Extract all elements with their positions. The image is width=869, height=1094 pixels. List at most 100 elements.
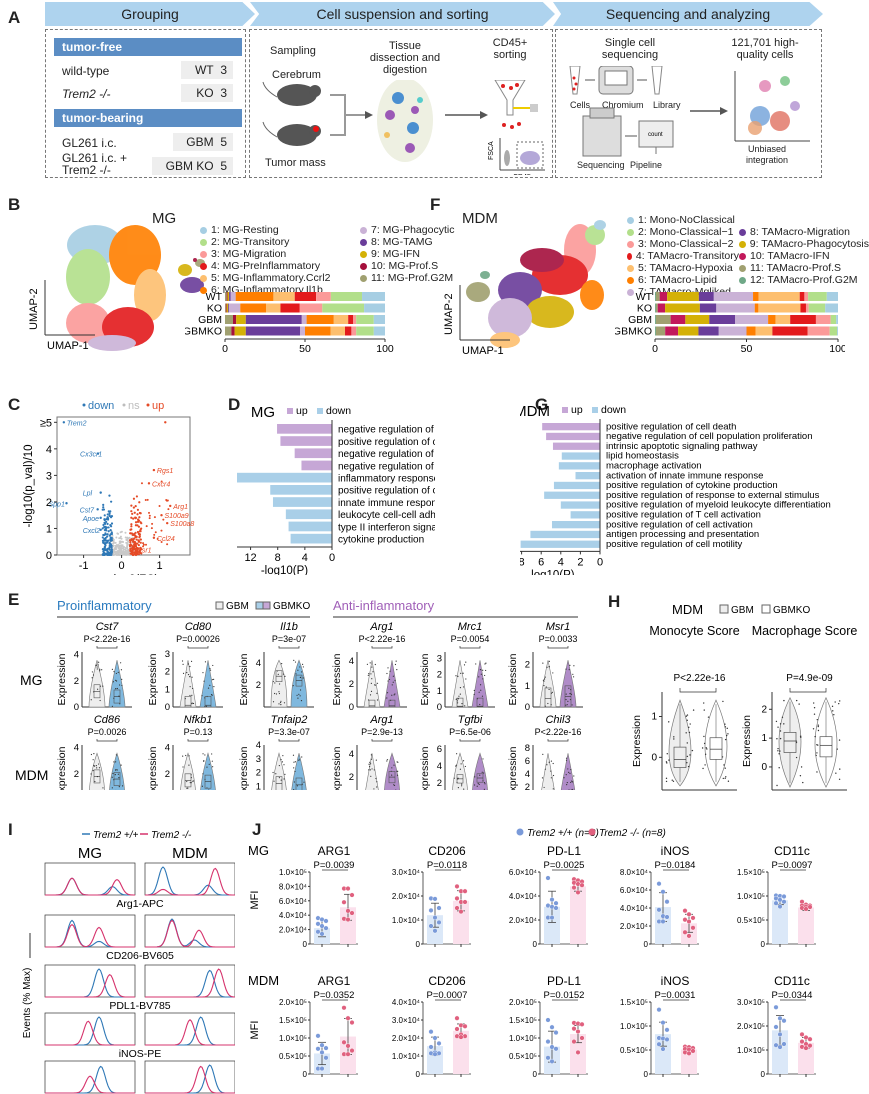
x-tick-label: -1 (79, 560, 89, 572)
x-tick-label: 8 (275, 552, 281, 564)
violin-shape (471, 660, 489, 708)
library-label: Library (653, 100, 681, 110)
box (388, 699, 396, 708)
significance-bracket (187, 739, 209, 742)
jitter-point (299, 666, 301, 668)
jitter-point (296, 694, 298, 696)
legend-item: 10: MG-Prof.S (360, 260, 480, 272)
legend-label: 9: MG-IFN (371, 248, 420, 260)
jitter-point (480, 673, 482, 675)
stack-segment (698, 326, 719, 336)
y-tick-label: 0 (761, 762, 767, 773)
up-point (139, 521, 142, 524)
legend-mdm-clusters: 1: Mono-NoClassical 2: Mono-Classical−1 3:… (627, 214, 869, 298)
up-point (136, 542, 139, 545)
jitter-point (482, 678, 484, 680)
p-value-label: P=0.0031 (655, 990, 696, 1001)
y-axis-label: Expression (419, 653, 431, 705)
data-point (349, 892, 355, 898)
marker-title: PD-L1 (547, 844, 581, 858)
jitter-point (191, 687, 194, 690)
violin-shape (108, 660, 126, 708)
umap-mdm-axes: UMAP-2 UMAP-1 (443, 285, 510, 355)
stack-segment (228, 303, 230, 313)
category-label: KO (207, 303, 222, 315)
legend-dot-icon (200, 286, 207, 294)
jitter-point (115, 680, 118, 682)
down-point (107, 530, 110, 533)
jitter-point (573, 775, 575, 777)
ns-point (119, 535, 122, 538)
jitter-point (120, 669, 123, 671)
violin-shape (199, 660, 217, 708)
jitter-point (119, 703, 121, 705)
legend-label: 1: Mono-NoClassical (638, 214, 735, 226)
y-tick-label: 1.0×10⁴ (392, 1052, 421, 1061)
p-value-label: P=0.0039 (314, 860, 355, 871)
jitter-point (839, 700, 841, 702)
data-point (807, 1043, 813, 1049)
gene-title: Chil3 (545, 714, 571, 726)
jitter-point (665, 777, 668, 780)
stack-segment (306, 315, 334, 324)
y-tick-label: 2.0×10⁴ (392, 1034, 421, 1043)
stack-segment (836, 315, 838, 324)
umap-mg-y-label: UMAP-2 (28, 288, 40, 330)
y-tick-label: 2 (525, 782, 530, 790)
jitter-point (370, 775, 372, 777)
x-tick-label: 8 (520, 556, 525, 568)
jitter-point (688, 726, 690, 729)
jitter-point (482, 758, 484, 760)
up-point (166, 543, 169, 546)
up-point (144, 499, 147, 502)
p-value-label: P=0.0152 (544, 990, 585, 1001)
umap-mdm-x-label: UMAP-1 (462, 345, 504, 355)
violin-shape (559, 660, 577, 708)
jitter-point (481, 695, 484, 697)
gene-label: Arg1 (172, 504, 188, 511)
jitter-point (815, 754, 817, 757)
labeled-point (99, 516, 102, 520)
panel-label-d: D (228, 395, 241, 414)
jitter-point (95, 765, 97, 767)
gene-label: Cxcl2 (83, 528, 101, 535)
jitter-point (777, 726, 779, 728)
jitter-point (203, 680, 205, 682)
mean-bar (570, 886, 586, 944)
stack-segment (301, 315, 307, 324)
legend-label: Trem2 +/+ (n=8) (527, 828, 599, 839)
jitter-point (115, 679, 117, 681)
down-point (104, 533, 107, 536)
mean-bar (453, 1030, 469, 1074)
data-point (432, 915, 438, 921)
y-tick-label: 0 (46, 550, 52, 562)
chart-title: MDM (520, 403, 550, 420)
x-tick-label: 0 (652, 343, 658, 355)
up-point (132, 517, 135, 520)
jitter-point (777, 750, 779, 752)
umap-mg-clusters (66, 225, 205, 351)
data-point (319, 931, 325, 937)
legend-label: up (571, 404, 583, 416)
jitter-point (98, 661, 100, 663)
jitter-point (299, 689, 302, 691)
down-point (108, 534, 111, 537)
stack-segment (351, 326, 357, 336)
up-point (134, 553, 138, 557)
data-point (575, 1049, 581, 1055)
jitter-point (116, 769, 118, 771)
jitter-point (272, 771, 274, 774)
y-axis-label: MFI (249, 1021, 261, 1040)
p-value-label: P=0.00026 (176, 634, 220, 644)
jitter-point (187, 673, 190, 676)
jitter-point (567, 700, 569, 702)
up-point (139, 541, 142, 544)
jitter-point (455, 675, 457, 677)
up-point (131, 512, 134, 515)
jitter-point (189, 665, 191, 668)
legend-item: 9: TAMacro-Phagocytosis (739, 238, 869, 250)
ns-point (126, 550, 129, 553)
legend-dot-icon (200, 238, 207, 246)
data-point (690, 915, 696, 921)
stack-segment (245, 326, 301, 336)
